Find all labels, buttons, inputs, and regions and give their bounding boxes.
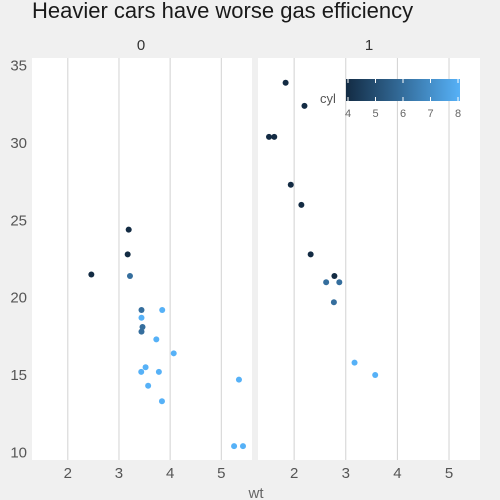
x-tick-label: 4: [393, 465, 401, 482]
data-point: [138, 368, 145, 375]
data-point: [125, 226, 132, 233]
legend-tick-label: 7: [427, 108, 433, 120]
chart-title: Heavier cars have worse gas efficiency: [32, 0, 413, 23]
y-tick-label: 35: [10, 58, 27, 75]
data-point: [336, 279, 343, 286]
y-tick-label: 10: [10, 444, 27, 461]
data-point: [153, 336, 160, 343]
data-point: [158, 398, 165, 405]
facet-strip-0: 0: [137, 37, 145, 54]
data-point: [138, 307, 145, 314]
data-point: [88, 271, 95, 278]
data-point: [239, 443, 246, 450]
data-point: [301, 102, 308, 109]
legend-title: cyl: [320, 91, 336, 106]
data-point: [331, 273, 338, 280]
legend-colorbar: [346, 79, 460, 101]
data-point: [265, 133, 272, 140]
y-tick-label: 15: [10, 367, 27, 384]
data-points: [88, 79, 379, 450]
facet-strip-1: 1: [365, 37, 373, 54]
legend-tick-label: 5: [372, 108, 378, 120]
legend-tick-label: 6: [400, 108, 406, 120]
data-point: [271, 133, 278, 140]
x-tick-label: 2: [64, 465, 72, 482]
data-point: [282, 79, 289, 86]
data-point: [372, 371, 379, 378]
legend-tick-label: 8: [455, 108, 461, 120]
data-point: [142, 364, 149, 371]
legend-tick-label: 4: [345, 108, 351, 120]
x-tick-label: 5: [217, 465, 225, 482]
x-tick-label: 2: [290, 465, 298, 482]
grid-lines: [67, 58, 450, 460]
y-tick-label: 25: [10, 212, 27, 229]
panel-1-background: [258, 58, 480, 460]
x-tick-label: 5: [445, 465, 453, 482]
legend-ticks: 4 5 6 7 8: [345, 79, 461, 120]
data-point: [126, 273, 133, 280]
data-point: [138, 314, 145, 321]
x-tick-label: 4: [166, 465, 174, 482]
color-legend: cyl 4 5 6 7 8: [320, 79, 461, 120]
data-point: [287, 181, 294, 188]
data-point: [351, 359, 358, 366]
data-point: [139, 324, 146, 331]
data-point: [298, 201, 305, 208]
data-point: [235, 376, 242, 383]
x-axis-label: wt: [248, 485, 265, 500]
data-point: [170, 350, 177, 357]
data-point: [330, 299, 337, 306]
data-point: [155, 368, 162, 375]
x-tick-label: 3: [115, 465, 123, 482]
data-point: [138, 328, 145, 335]
data-point: [145, 382, 152, 389]
axis-ticks: 10 15 20 25 30 35 2 3 4 5 2 3 4 5: [10, 58, 453, 482]
y-tick-label: 20: [10, 290, 27, 307]
data-point: [124, 251, 131, 258]
data-point: [323, 279, 330, 286]
data-point: [231, 443, 238, 450]
data-point: [307, 251, 314, 258]
x-tick-label: 3: [342, 465, 350, 482]
data-point: [159, 307, 166, 314]
y-tick-label: 30: [10, 135, 27, 152]
panel-0-background: [32, 58, 252, 460]
